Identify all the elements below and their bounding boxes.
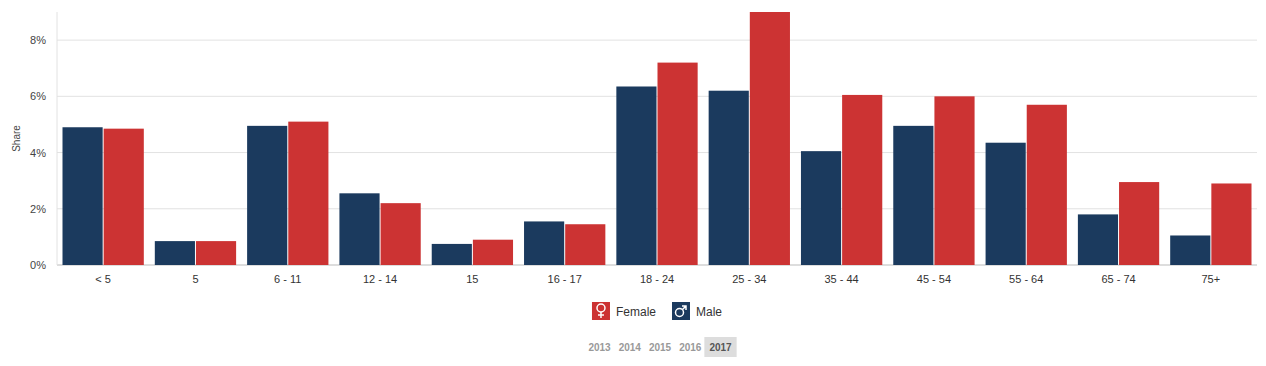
bar	[339, 193, 379, 265]
legend-icon	[676, 309, 684, 317]
bar	[1027, 105, 1067, 265]
bar	[842, 95, 882, 265]
legend-item: Male	[672, 302, 722, 320]
year-label: 2015	[649, 342, 672, 353]
legend-label: Male	[696, 305, 722, 319]
bar	[104, 129, 144, 265]
bar	[473, 240, 513, 265]
legend-swatch	[672, 302, 690, 320]
year-selector: 2013 2014 2015 2016 2017	[588, 337, 736, 357]
grid-line	[57, 96, 1257, 97]
x-axis: < 5 5 6 - 11 12 - 14 15 16 - 17 18 - 24 25 - 34…	[95, 273, 1220, 285]
year-label: 2016	[679, 342, 702, 353]
y-tick-label: 4%	[30, 147, 46, 159]
bar	[986, 143, 1026, 265]
x-tick-label: 55 - 64	[1009, 273, 1043, 285]
legend-icon	[682, 306, 686, 310]
legend-label: Female	[616, 305, 656, 319]
bar	[381, 203, 421, 265]
bar	[288, 122, 328, 265]
bar	[893, 126, 933, 265]
grid: 0% 2% 4% 6% 8%	[30, 34, 1257, 271]
y-axis-line	[57, 12, 58, 265]
legend-swatch	[592, 302, 610, 320]
x-tick-label: 25 - 34	[732, 273, 766, 285]
bar	[63, 127, 103, 265]
grid-line	[57, 265, 1257, 266]
x-tick-label: 18 - 24	[640, 273, 674, 285]
bar	[934, 96, 974, 265]
bar	[565, 224, 605, 265]
bar	[1078, 214, 1118, 265]
y-axis-label: Share	[11, 125, 22, 152]
year-button[interactable]: 2013	[588, 342, 611, 353]
legend-icon	[597, 304, 605, 312]
chart-root: 0% 2% 4% 6% 8% Share < 5 5 6 - 11 12 - 14 15 16 - 1…	[0, 0, 1266, 366]
bar	[155, 241, 195, 265]
bar	[616, 86, 656, 265]
bar	[1211, 183, 1251, 265]
x-tick-label: 5	[192, 273, 198, 285]
bar	[1170, 235, 1210, 265]
bar	[247, 126, 287, 265]
x-tick-label: 6 - 11	[274, 273, 301, 285]
x-tick-label: < 5	[95, 273, 111, 285]
bars	[63, 12, 1252, 265]
legend-item: Female	[592, 302, 656, 320]
bar	[750, 12, 790, 265]
x-tick-label: 35 - 44	[824, 273, 858, 285]
x-tick-label: 12 - 14	[363, 273, 397, 285]
x-tick-label: 75+	[1202, 273, 1221, 285]
grid-line	[57, 152, 1257, 153]
y-tick-label: 6%	[30, 90, 46, 102]
x-tick-label: 16 - 17	[548, 273, 582, 285]
bar	[658, 63, 698, 265]
bar	[524, 221, 564, 265]
year-highlight	[704, 337, 736, 357]
year-label: 2013	[588, 342, 611, 353]
year-button[interactable]: 2017	[704, 337, 736, 357]
bar	[196, 241, 236, 265]
year-button[interactable]: 2014	[619, 342, 642, 353]
y-tick-label: 8%	[30, 34, 46, 46]
x-tick-label: 45 - 54	[917, 273, 951, 285]
year-label: 2014	[619, 342, 642, 353]
y-tick-label: 0%	[30, 259, 46, 271]
legend-icon	[598, 312, 604, 318]
y-tick-label: 2%	[30, 203, 46, 215]
chart: 0% 2% 4% 6% 8% Share < 5 5 6 - 11 12 - 14 15 16 - 1…	[0, 0, 1266, 366]
x-tick-label: 15	[466, 273, 478, 285]
legend: Female Male	[592, 302, 722, 320]
year-button[interactable]: 2016	[679, 342, 702, 353]
grid-line	[57, 208, 1257, 209]
bar	[709, 91, 749, 265]
bar	[801, 151, 841, 265]
year-button[interactable]: 2015	[649, 342, 672, 353]
bar	[1119, 182, 1159, 265]
grid-line	[57, 40, 1257, 41]
x-tick-label: 65 - 74	[1101, 273, 1135, 285]
year-label: 2017	[709, 342, 732, 353]
bar	[432, 244, 472, 265]
